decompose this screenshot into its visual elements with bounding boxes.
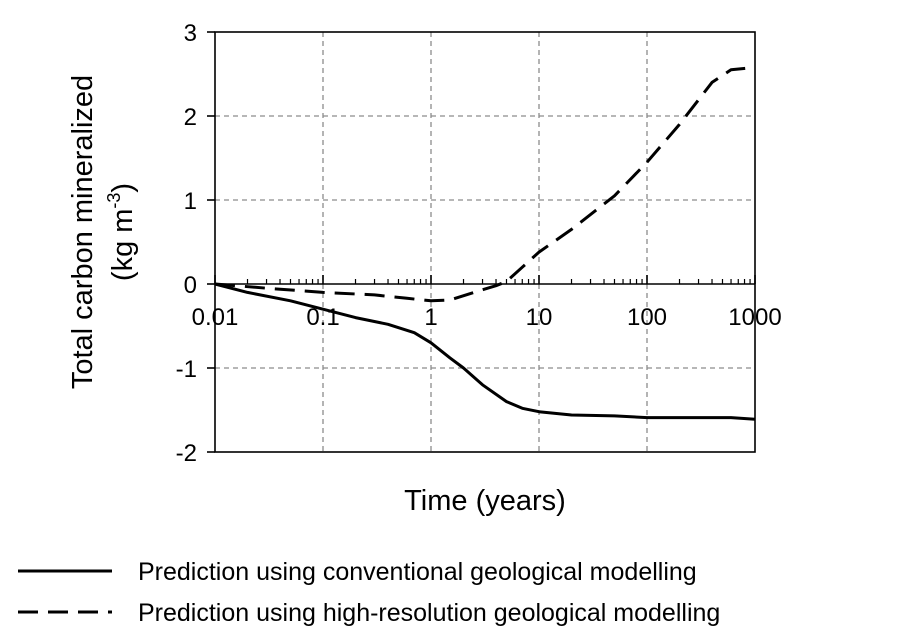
x-tick-label: 10 xyxy=(526,304,553,331)
legend: Prediction using conventional geological… xyxy=(18,558,720,627)
x-tick-label: 0.1 xyxy=(306,304,339,331)
y-tick-label: 1 xyxy=(184,188,197,215)
legend-label-conventional: Prediction using conventional geological… xyxy=(138,558,697,586)
y-axis-title-line2: (kg m-3) xyxy=(104,183,139,281)
y-axis-title: Total carbon mineralized (kg m-3) xyxy=(67,75,139,389)
y-axis-unit-prefix: (kg m xyxy=(107,209,139,282)
grid-lines xyxy=(215,32,755,452)
axes xyxy=(207,31,756,453)
series-lines xyxy=(214,65,756,421)
legend-label-high-resolution: Prediction using high-resolution geologi… xyxy=(138,599,720,627)
y-tick-label: 3 xyxy=(184,20,197,47)
y-axis-unit-suffix: ) xyxy=(107,183,139,193)
y-axis-title-line1: Total carbon mineralized xyxy=(67,75,99,389)
y-tick-label: 2 xyxy=(184,104,197,131)
x-axis-title: Time (years) xyxy=(404,485,566,517)
x-tick-label: 100 xyxy=(627,304,667,331)
y-tick-label: -1 xyxy=(176,356,197,383)
y-axis-unit-superscript: -3 xyxy=(104,193,124,209)
y-tick-label: 0 xyxy=(184,272,197,299)
x-tick-label: 1 xyxy=(424,304,437,331)
y-tick-label: -2 xyxy=(176,440,197,467)
series-line-conventional xyxy=(214,282,756,421)
series-line-high-resolution xyxy=(214,65,756,303)
x-tick-label: 0.01 xyxy=(192,304,239,331)
plot-frame xyxy=(214,31,756,453)
x-tick-label: 1000 xyxy=(728,304,781,331)
